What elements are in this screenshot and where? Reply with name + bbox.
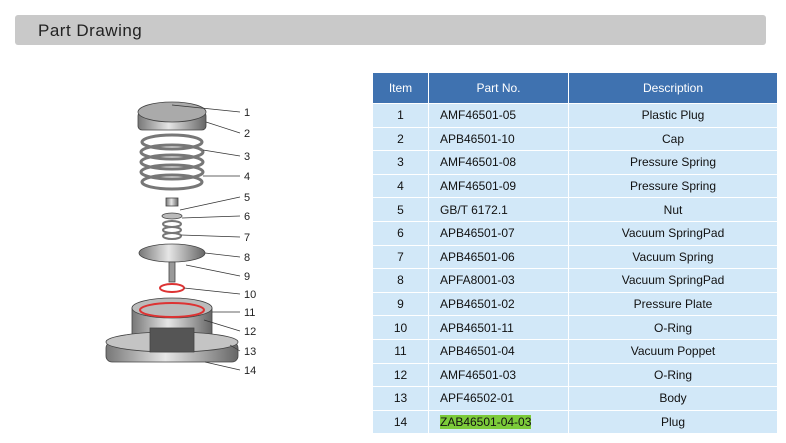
table-cell: O-Ring: [568, 362, 778, 388]
callout-label: 11: [244, 307, 255, 319]
leader-line: [183, 287, 241, 295]
leader-line: [203, 319, 241, 332]
callout-label: 2: [244, 128, 250, 140]
callout-label: 9: [244, 271, 250, 283]
highlighted-text: ZAB46501-04-03: [440, 415, 532, 430]
callout-label: 1: [244, 107, 250, 119]
column-header: Item: [372, 72, 429, 104]
column-header: Part No.: [428, 72, 569, 104]
table-row: 12 AMF46501-03 O-Ring: [372, 362, 778, 388]
table-cell: Vacuum Poppet: [568, 338, 778, 364]
callout-label: 7: [244, 232, 250, 244]
table-cell: 7: [372, 244, 429, 270]
table-cell: APB46501-11: [428, 315, 569, 340]
section-title: Part Drawing: [38, 21, 143, 40]
table-row: 14 ZAB46501-04-03 Plug: [372, 409, 778, 435]
illustration: [105, 101, 239, 363]
callout-label: 8: [244, 252, 250, 264]
table-row: 10 APB46501-11 O-Ring: [372, 315, 778, 340]
table-cell: Body: [568, 386, 778, 411]
leader-line: [179, 196, 241, 211]
table-cell: 8: [372, 268, 429, 293]
table-cell: Nut: [568, 197, 778, 222]
table-cell: Pressure Spring: [568, 150, 778, 175]
leader-line: [185, 264, 241, 277]
table-row: 8 APFA8001-03 Vacuum SpringPad: [372, 268, 778, 293]
table-cell: Cap: [568, 126, 778, 152]
leader-line: [181, 215, 241, 219]
leader-line: [171, 104, 241, 113]
table-cell: 2: [372, 126, 429, 152]
table-cell: 5: [372, 197, 429, 222]
table-row: 7 APB46501-06 Vacuum Spring: [372, 244, 778, 270]
table-cell: APB46501-06: [428, 244, 569, 270]
leader-line: [204, 361, 241, 371]
table-cell: AMF46501-09: [428, 173, 569, 199]
table-cell: 1: [372, 103, 429, 128]
table-header: Item Part No. Description: [372, 72, 778, 104]
table-row: 6 APB46501-07 Vacuum SpringPad: [372, 220, 778, 246]
table-cell: APB46501-10: [428, 126, 569, 152]
callout-label: 10: [244, 289, 256, 301]
callout-label: 4: [244, 171, 250, 183]
leader-line: [229, 344, 241, 352]
table-cell: 3: [372, 150, 429, 175]
parts-table: Item Part No. Description 1 AMF46501-05 Plas…: [372, 72, 778, 435]
table-cell: 11: [372, 338, 429, 364]
table-row: 13 APF46502-01 Body: [372, 386, 778, 411]
table-row: 5 GB/T 6172.1 Nut: [372, 197, 778, 222]
leader-line: [180, 234, 241, 238]
table-cell: AMF46501-05: [428, 103, 569, 128]
table-cell: Plastic Plug: [568, 103, 778, 128]
table-cell: 13: [372, 386, 429, 411]
table-row: 1 AMF46501-05 Plastic Plug: [372, 103, 778, 128]
table-cell: APB46501-02: [428, 291, 569, 317]
leader-line: [204, 252, 241, 258]
table-cell: APB46501-07: [428, 220, 569, 246]
table-row: 4 AMF46501-09 Pressure Spring: [372, 173, 778, 199]
callout-label: 13: [244, 346, 256, 358]
table-cell: APF46502-01: [428, 386, 569, 411]
table-cell: AMF46501-03: [428, 362, 569, 388]
table-cell: 10: [372, 315, 429, 340]
leader-line: [205, 121, 241, 134]
section-header: Part Drawing: [15, 15, 766, 45]
table-cell: 6: [372, 220, 429, 246]
callout-label: 5: [244, 192, 250, 204]
table-cell: Pressure Spring: [568, 173, 778, 199]
callout-label: 12: [244, 326, 256, 338]
table-cell: 14: [372, 409, 429, 435]
table-cell: Vacuum SpringPad: [568, 268, 778, 293]
table-cell: Vacuum Spring: [568, 244, 778, 270]
table-cell: APFA8001-03: [428, 268, 569, 293]
table-cell: AMF46501-08: [428, 150, 569, 175]
table-cell: Plug: [568, 409, 778, 435]
table-cell: Vacuum SpringPad: [568, 220, 778, 246]
table-row: 2 APB46501-10 Cap: [372, 126, 778, 152]
table-cell: APB46501-04: [428, 338, 569, 364]
table-cell: 4: [372, 173, 429, 199]
table-cell: GB/T 6172.1: [428, 197, 569, 222]
leader-line: [202, 149, 241, 157]
callout-label: 6: [244, 211, 250, 223]
callout-label: 3: [244, 151, 250, 163]
table-row: 3 AMF46501-08 Pressure Spring: [372, 150, 778, 175]
table-cell: O-Ring: [568, 315, 778, 340]
table-row: 11 APB46501-04 Vacuum Poppet: [372, 338, 778, 364]
column-header: Description: [568, 72, 778, 104]
table-cell: Pressure Plate: [568, 291, 778, 317]
callout-label: 14: [244, 365, 256, 377]
table-cell: ZAB46501-04-03: [428, 409, 569, 435]
table-cell: 9: [372, 291, 429, 317]
table-row: 9 APB46501-02 Pressure Plate: [372, 291, 778, 317]
table-cell: 12: [372, 362, 429, 388]
